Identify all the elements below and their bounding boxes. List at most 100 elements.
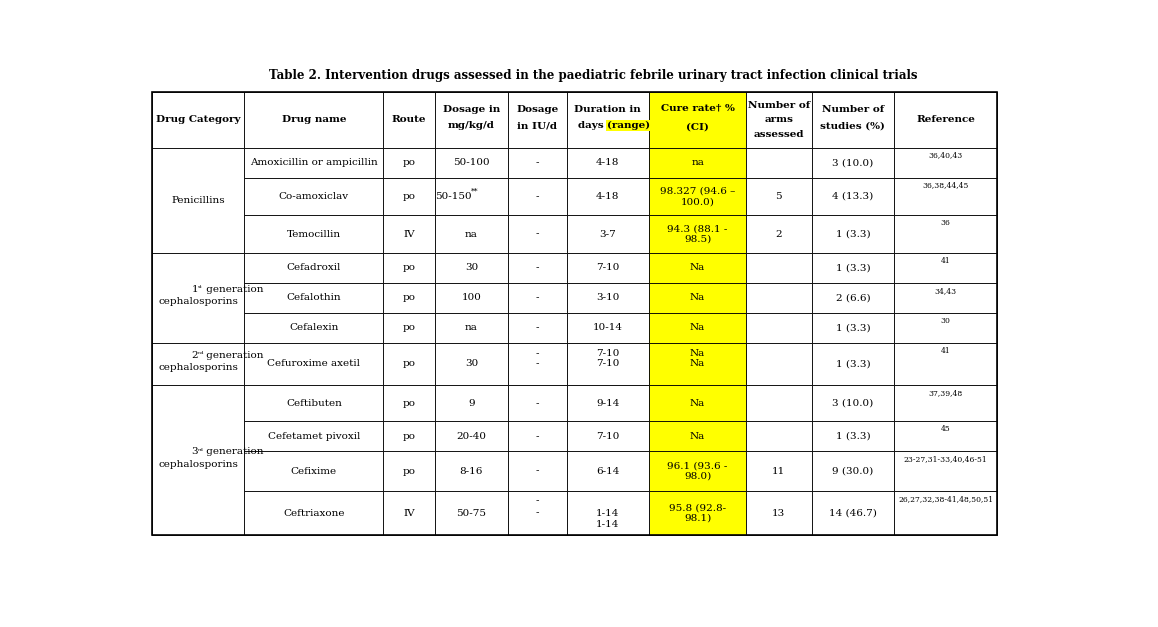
Bar <box>812 283 894 313</box>
Text: 11: 11 <box>772 466 785 476</box>
Bar <box>434 421 508 451</box>
Bar <box>566 177 650 215</box>
Bar <box>244 92 383 148</box>
Bar <box>152 343 244 385</box>
Text: 1-14: 1-14 <box>596 508 620 518</box>
Bar <box>434 491 508 535</box>
Bar <box>244 283 383 313</box>
Text: -: - <box>536 496 540 505</box>
Text: 7-10: 7-10 <box>596 432 620 441</box>
Text: Na: Na <box>690 349 705 358</box>
Text: 1 (3.3): 1 (3.3) <box>836 263 870 272</box>
Text: 9: 9 <box>468 399 475 408</box>
Bar <box>812 421 894 451</box>
Bar <box>152 92 244 148</box>
Bar <box>746 215 812 253</box>
Bar <box>746 147 812 177</box>
Text: 14 (46.7): 14 (46.7) <box>829 508 877 518</box>
Bar <box>508 491 566 535</box>
Bar <box>508 283 566 313</box>
Text: cephalosporins: cephalosporins <box>159 460 239 468</box>
Bar <box>746 421 812 451</box>
Bar <box>508 92 566 148</box>
Text: po: po <box>403 466 416 476</box>
Bar <box>746 92 812 148</box>
Bar <box>812 177 894 215</box>
Bar <box>434 385 508 421</box>
Text: 9 (30.0): 9 (30.0) <box>833 466 873 476</box>
Text: Na: Na <box>690 293 705 302</box>
Text: 4-18: 4-18 <box>596 158 620 167</box>
Bar <box>650 385 746 421</box>
Bar <box>383 283 434 313</box>
Bar <box>812 313 894 343</box>
Bar <box>812 92 894 148</box>
Text: po: po <box>403 293 416 302</box>
Bar <box>244 313 383 343</box>
Bar <box>650 421 746 451</box>
Text: Dosage in: Dosage in <box>442 105 500 113</box>
Bar <box>746 451 812 491</box>
Bar <box>383 253 434 283</box>
Bar <box>508 147 566 177</box>
Text: 2: 2 <box>191 350 198 360</box>
Bar <box>508 421 566 451</box>
Text: ʳᵈ: ʳᵈ <box>198 448 204 456</box>
Bar <box>746 177 812 215</box>
Text: Na: Na <box>690 263 705 272</box>
Text: 1-14: 1-14 <box>596 520 620 529</box>
Bar <box>650 215 746 253</box>
Bar <box>894 92 997 148</box>
Text: 20-40: 20-40 <box>456 432 486 441</box>
Text: po: po <box>403 158 416 167</box>
Text: po: po <box>403 324 416 332</box>
Bar <box>508 343 566 385</box>
Bar <box>383 177 434 215</box>
Text: po: po <box>403 263 416 272</box>
Bar <box>812 385 894 421</box>
Bar <box>244 451 383 491</box>
Text: Duration in: Duration in <box>574 105 642 113</box>
Bar <box>566 283 650 313</box>
Text: 50-100: 50-100 <box>453 158 490 167</box>
Bar <box>566 147 650 177</box>
Text: 7-10: 7-10 <box>596 349 620 358</box>
Bar <box>244 215 383 253</box>
Text: -: - <box>536 466 540 476</box>
Text: po: po <box>403 192 416 201</box>
Bar <box>434 313 508 343</box>
Bar <box>894 147 997 177</box>
Bar <box>894 283 997 313</box>
Text: 45: 45 <box>940 425 951 433</box>
Bar <box>746 313 812 343</box>
Bar <box>434 451 508 491</box>
Text: -: - <box>536 399 540 408</box>
Text: **: ** <box>471 188 479 196</box>
Text: 34,43: 34,43 <box>935 287 957 295</box>
Bar <box>746 253 812 283</box>
Bar <box>812 215 894 253</box>
Bar <box>746 283 812 313</box>
Text: 2 (6.6): 2 (6.6) <box>836 293 870 302</box>
Text: Na: Na <box>690 359 705 369</box>
Text: Cefalexin: Cefalexin <box>290 324 338 332</box>
Text: -: - <box>536 158 540 167</box>
Text: Reference: Reference <box>916 115 975 124</box>
Text: na: na <box>466 229 478 239</box>
Text: Amoxicillin or ampicillin: Amoxicillin or ampicillin <box>250 158 378 167</box>
Text: 3-10: 3-10 <box>596 293 620 302</box>
Bar <box>894 313 997 343</box>
Text: 98.327 (94.6 –
100.0): 98.327 (94.6 – 100.0) <box>660 187 735 206</box>
Text: 13: 13 <box>772 508 785 518</box>
Text: IV: IV <box>403 229 415 239</box>
Text: 1 (3.3): 1 (3.3) <box>836 324 870 332</box>
Bar <box>508 385 566 421</box>
Bar <box>244 343 383 385</box>
Bar <box>566 343 650 385</box>
Text: in IU/d: in IU/d <box>518 121 557 130</box>
Bar <box>650 343 746 385</box>
Bar <box>508 491 566 535</box>
Text: -: - <box>536 263 540 272</box>
Bar <box>244 253 383 283</box>
Text: Na: Na <box>690 324 705 332</box>
